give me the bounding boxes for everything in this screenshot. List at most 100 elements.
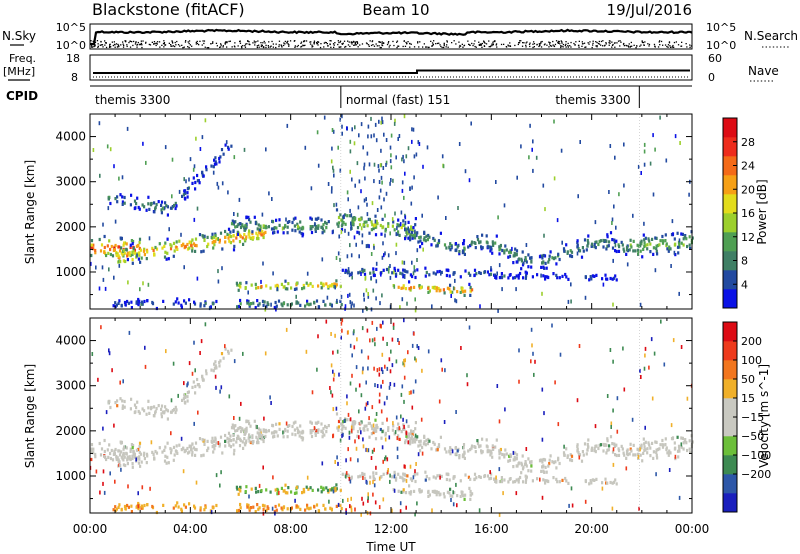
velocity-cell (141, 407, 144, 411)
power-cell (438, 269, 441, 274)
velocity-cell (524, 474, 527, 478)
nsearch-dot (565, 43, 567, 45)
nsearch-dot (463, 44, 466, 46)
power-cell (167, 257, 170, 261)
power-cell (515, 274, 518, 278)
velocity-noise-cell (578, 455, 581, 460)
nsearch-dot (354, 44, 356, 46)
velocity-noise-cell (128, 330, 131, 335)
power-cell (275, 304, 278, 308)
velocity-cell (228, 443, 231, 447)
velocity-cell (419, 443, 422, 447)
velocity-cell (232, 433, 235, 437)
power-noise-cell (678, 238, 681, 243)
nsearch-dot (148, 43, 150, 46)
power-cell (105, 253, 108, 258)
power-noise-cell (201, 135, 204, 140)
velocity-noise-cell (272, 475, 274, 480)
power-cell (199, 304, 202, 308)
power-cell (137, 205, 140, 210)
velocity-cell (299, 424, 302, 428)
power-cell (169, 206, 173, 210)
power-cell (590, 244, 593, 248)
velocity-noise-cell (644, 346, 647, 351)
power-cell (632, 239, 635, 243)
nsearch-dot (505, 46, 507, 48)
power-noise-cell (183, 265, 185, 270)
power-cell (139, 248, 143, 252)
velocity-noise-cell (668, 468, 671, 472)
power-noise-cell (398, 134, 401, 138)
velocity-cell (234, 429, 237, 433)
velocity-noise-cell (374, 383, 376, 388)
nsearch-dot (402, 45, 404, 48)
power-noise-cell (421, 213, 423, 218)
velocity-cell (387, 426, 390, 430)
power-noise-cell (379, 163, 382, 168)
velocity-cell (170, 448, 173, 452)
power-cell (164, 250, 167, 254)
power-cell (587, 234, 590, 238)
nsearch-dot (145, 42, 147, 44)
velocity-noise-cell (358, 435, 360, 440)
velocity-noise-cell (584, 499, 587, 504)
power-cell (544, 275, 547, 279)
colorbar-band (723, 474, 737, 494)
power-cell (224, 240, 227, 244)
nsearch-dot (359, 44, 361, 46)
nsearch-dot (300, 41, 303, 43)
velocity-cell (648, 443, 651, 447)
velocity-cell (277, 503, 281, 507)
power-cell (205, 168, 208, 172)
power-cell (90, 253, 93, 258)
power-cell (605, 247, 608, 251)
nsearch-dot (562, 46, 564, 48)
power-noise-cell (95, 265, 97, 270)
power-cell (443, 291, 446, 295)
power-cell (153, 210, 156, 214)
power-noise-cell (389, 181, 391, 186)
power-cell (229, 230, 232, 234)
nsearch-dot (141, 46, 143, 49)
power-cell (628, 248, 631, 252)
power-cell (392, 220, 395, 224)
power-noise-cell (272, 271, 274, 276)
velocity-noise-cell (631, 417, 634, 422)
power-cell (570, 254, 574, 259)
power-cell (593, 274, 596, 278)
power-cell (306, 302, 309, 306)
power-noise-cell (380, 175, 383, 180)
velocity-noise-cell (262, 511, 265, 516)
velocity-cell (643, 445, 646, 449)
power-noise-cell (148, 236, 151, 241)
power-cell (282, 231, 285, 235)
nsearch-dot (329, 40, 331, 42)
velocity-noise-cell (670, 423, 673, 428)
nsearch-dot (503, 43, 505, 45)
velocity-cell (397, 434, 400, 438)
velocity-noise-cell (648, 365, 650, 370)
velocity-cell (409, 442, 412, 446)
power-cell (198, 181, 201, 185)
nsearch-dot (105, 46, 108, 49)
power-noise-cell (350, 304, 353, 309)
power-noise-cell (350, 253, 353, 258)
power-noise-cell (416, 248, 419, 253)
power-cell (655, 236, 658, 240)
velocity-cell (110, 448, 113, 453)
velocity-noise-cell (332, 489, 335, 494)
velocity-cell (461, 455, 464, 459)
power-cell (322, 223, 325, 227)
power-noise-cell (511, 246, 513, 251)
nsearch-dot (122, 41, 124, 43)
power-noise-cell (221, 181, 224, 186)
power-cell (126, 299, 129, 304)
velocity-noise-cell (270, 401, 272, 405)
velocity-cell (509, 453, 512, 457)
velocity-cell (428, 493, 431, 497)
velocity-noise-cell (354, 439, 356, 444)
power-cell (212, 302, 215, 306)
power-cell (402, 286, 405, 290)
velocity-cell (659, 443, 662, 447)
velocity-cell (618, 449, 621, 453)
